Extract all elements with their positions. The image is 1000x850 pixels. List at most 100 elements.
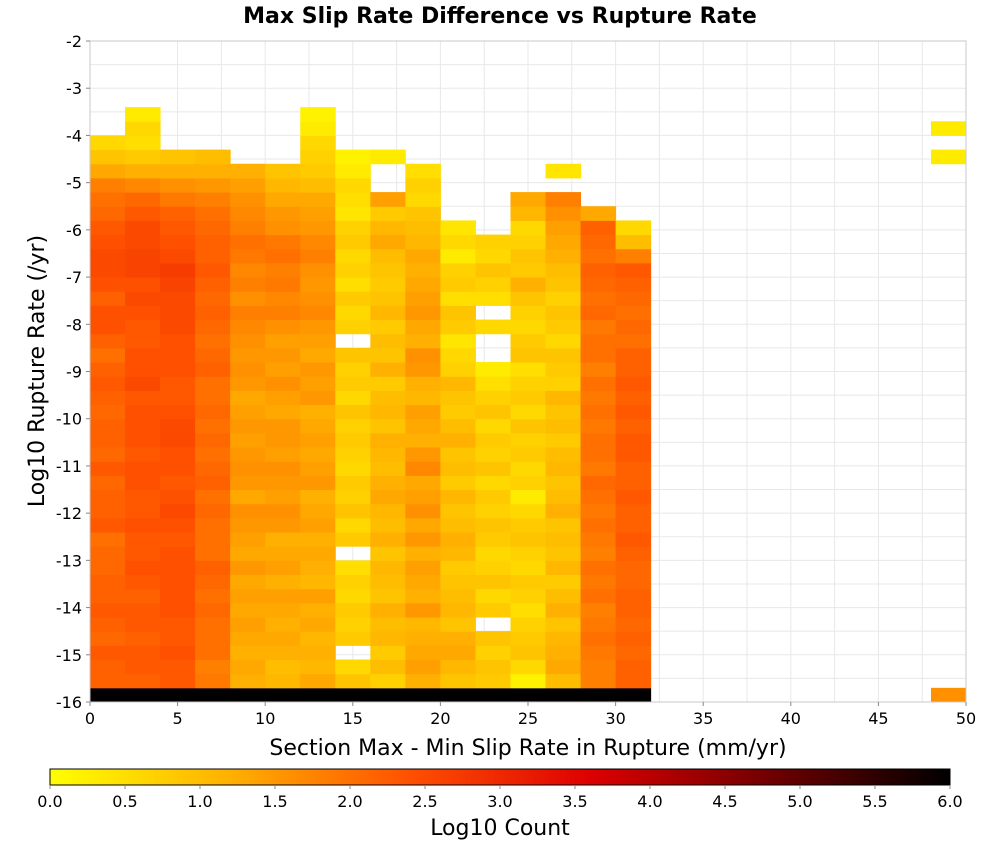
colorbar-tick-label: 0.0 [37, 792, 62, 811]
heatmap-cell [90, 149, 126, 165]
heatmap-cell [615, 602, 652, 618]
heatmap-cell [440, 489, 476, 505]
heatmap-cell [195, 362, 231, 377]
heatmap-cell [475, 489, 511, 505]
heatmap-cell [545, 418, 582, 434]
heatmap-cell [615, 447, 652, 462]
heatmap-cell [300, 617, 336, 632]
heatmap-cell [510, 418, 547, 434]
heatmap-cell [510, 248, 547, 264]
heatmap-cell [195, 390, 231, 406]
heatmap-cell [405, 192, 441, 207]
heatmap-cell [615, 489, 652, 505]
heatmap-cell [405, 333, 441, 349]
heatmap-cell [90, 475, 126, 491]
heatmap-cell [545, 192, 582, 207]
heatmap-cell [440, 362, 476, 377]
heatmap-cell [370, 234, 406, 250]
heatmap-cell [615, 631, 652, 646]
heatmap-cell [230, 163, 266, 179]
heatmap-cell [160, 390, 196, 406]
heatmap-cell [335, 447, 371, 462]
heatmap-cell [265, 503, 301, 519]
heatmap-cell [90, 617, 126, 632]
heatmap-cell [405, 489, 441, 505]
heatmap-cell [125, 220, 161, 236]
heatmap-cell [300, 588, 336, 604]
heatmap-cell [300, 546, 336, 561]
heatmap-cell [545, 687, 582, 703]
heatmap-cell [510, 432, 547, 448]
heatmap-cell [440, 645, 476, 661]
heatmap-cell [265, 560, 301, 576]
heatmap-cell [125, 149, 161, 165]
heatmap-cell [510, 461, 547, 476]
heatmap-cell [265, 432, 301, 448]
heatmap-cell [90, 574, 126, 590]
heatmap-cell [125, 319, 161, 335]
heatmap-cell [125, 248, 161, 264]
heatmap-cell [580, 248, 617, 264]
heatmap-cell [195, 220, 231, 236]
heatmap-cell [440, 447, 476, 462]
heatmap-cell [160, 517, 196, 533]
heatmap-cell [440, 532, 476, 547]
heatmap-cell [370, 333, 406, 349]
heatmap-cell [370, 319, 406, 335]
heatmap-cell [930, 687, 967, 703]
heatmap-cell [545, 461, 582, 476]
x-tick-label: 40 [781, 709, 801, 728]
heatmap-cell [405, 517, 441, 533]
heatmap-cell [300, 390, 336, 406]
colorbar-tick-label: 2.5 [412, 792, 437, 811]
heatmap-cell [265, 645, 301, 661]
heatmap-cell [405, 404, 441, 420]
heatmap-cell [405, 206, 441, 221]
heatmap-cell [90, 418, 126, 434]
heatmap-cell [125, 277, 161, 292]
heatmap-cell [510, 475, 547, 491]
heatmap-cell [580, 461, 617, 476]
heatmap-cell [370, 617, 406, 632]
heatmap-cell [300, 631, 336, 646]
heatmap-cell [615, 376, 652, 391]
heatmap-cell [160, 687, 196, 703]
heatmap-cell [125, 532, 161, 547]
heatmap-cell [335, 461, 371, 476]
heatmap-cell [510, 645, 547, 661]
heatmap-cell [545, 390, 582, 406]
heatmap-cell [160, 220, 196, 236]
heatmap-cell [230, 645, 266, 661]
heatmap-cell [90, 390, 126, 406]
y-tick-label: -12 [56, 504, 82, 523]
y-tick-label: -13 [56, 551, 82, 570]
heatmap-cell [300, 475, 336, 491]
heatmap-cell [545, 588, 582, 604]
heatmap-cell [160, 206, 196, 221]
heatmap-cell [580, 305, 617, 321]
heatmap-cell [545, 347, 582, 363]
heatmap-cell [265, 376, 301, 391]
heatmap-cell [405, 560, 441, 576]
heatmap-cell [545, 432, 582, 448]
heatmap-cell [125, 631, 161, 646]
heatmap-cell [195, 177, 231, 193]
heatmap-cell [300, 107, 336, 122]
heatmap-cell [545, 262, 582, 278]
heatmap-cell [300, 177, 336, 193]
heatmap-cell [265, 277, 301, 292]
y-tick-label: -4 [66, 126, 82, 145]
heatmap-cell [300, 248, 336, 264]
colorbar [49, 768, 951, 786]
heatmap-cell [545, 475, 582, 491]
heatmap-cell [195, 560, 231, 576]
heatmap-cell [265, 362, 301, 377]
heatmap-cell [160, 291, 196, 306]
heatmap-cell [125, 163, 161, 179]
heatmap-cell [370, 602, 406, 618]
heatmap-cell [160, 347, 196, 363]
heatmap-cell [440, 432, 476, 448]
heatmap-cell [300, 192, 336, 207]
heatmap-cell [475, 291, 511, 306]
heatmap-cell [545, 673, 582, 689]
